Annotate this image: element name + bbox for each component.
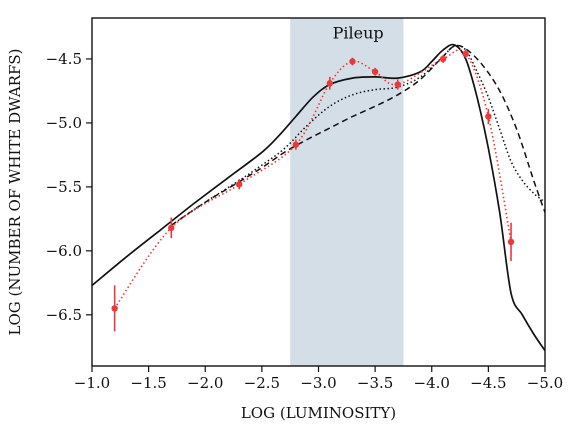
observed-data-point: [326, 80, 334, 87]
y-tick-label: −4.5: [46, 50, 82, 68]
observed-data-point: [394, 81, 401, 88]
model-curve-dotted: [170, 44, 545, 226]
y-tick-label: −5.5: [46, 178, 82, 196]
observed-dotted-line: [113, 49, 512, 309]
x-tick-label: −5.0: [527, 374, 563, 392]
x-tick-label: −2.0: [187, 374, 223, 392]
observed-data-point: [168, 224, 175, 232]
x-axis-title: LOG (LUMINOSITY): [241, 404, 396, 422]
x-tick-label: −3.5: [357, 374, 393, 392]
x-tick-label: −4.0: [414, 374, 450, 392]
observed-data-point: [292, 141, 300, 148]
observed-data-point: [507, 238, 515, 246]
x-tick-label: −2.5: [244, 374, 280, 392]
x-tick-label: −4.5: [470, 374, 506, 392]
observed-data-point: [371, 68, 379, 75]
observed-data-point: [236, 181, 243, 188]
pileup-shaded-region: [290, 18, 404, 366]
y-tick-label: −6.0: [46, 242, 82, 260]
x-tick-label: −1.5: [130, 374, 166, 392]
y-tick-label: −6.5: [46, 306, 82, 324]
observed-data-point: [439, 55, 447, 63]
pileup-annotation: Pileup: [333, 23, 384, 42]
observed-data-point: [111, 305, 118, 312]
y-tick-label: −5.0: [46, 114, 82, 132]
observed-data-point: [462, 50, 469, 58]
observed-data-point: [349, 58, 356, 65]
model-curve-solid: [92, 43, 545, 352]
model-curve-dashed: [170, 44, 545, 226]
observed-data-point: [485, 113, 492, 120]
y-axis-title: LOG (NUMBER OF WHITE DWARFS): [6, 49, 24, 336]
x-tick-label: −1.0: [74, 374, 110, 392]
x-tick-label: −3.0: [300, 374, 336, 392]
